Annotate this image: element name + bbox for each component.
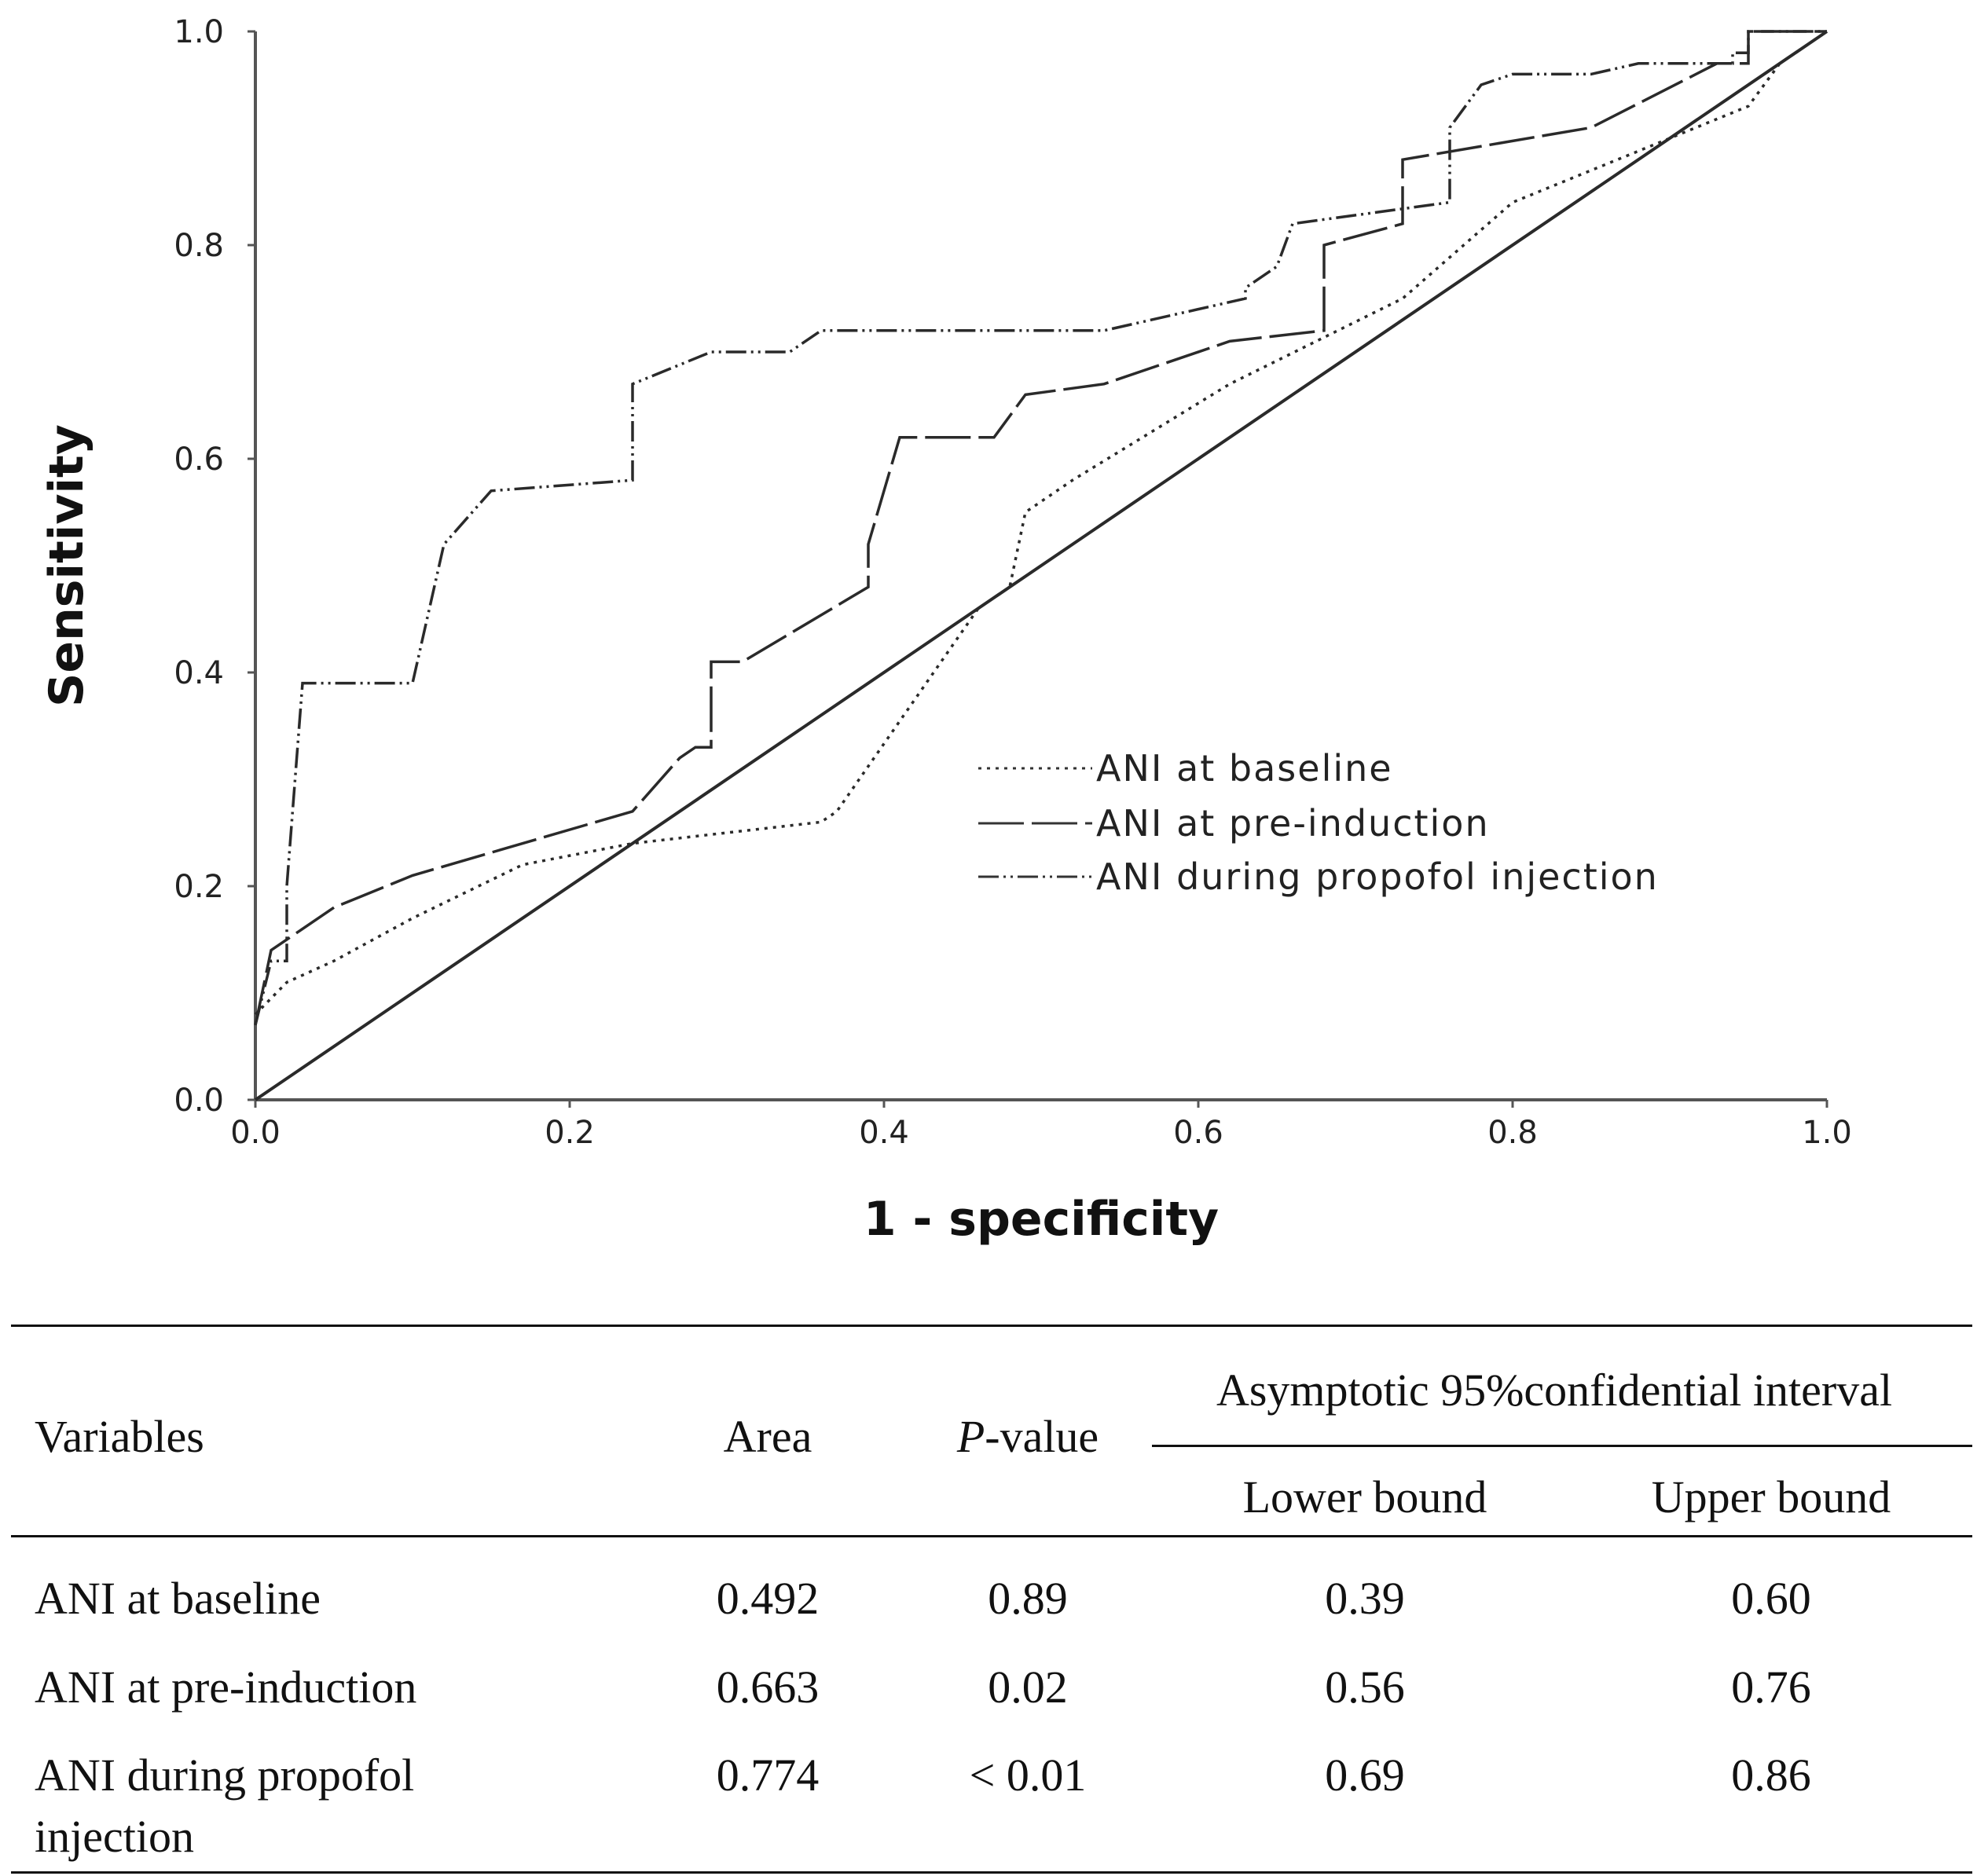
y-tick-label: 0.0 [174,1083,224,1119]
table-top-rule [11,1325,1972,1327]
header-p-letter: P [956,1411,985,1462]
legend-label-propofol: ANI during propofol injection [1096,856,1659,898]
y-tick-label: 0.4 [174,655,224,691]
roc-series-line-1 [254,30,1827,1026]
header-area: Area [723,1411,812,1462]
header-ci-group: Asymptotic 95%confidential interval [1216,1365,1893,1416]
row-variable: ANI at pre-induction [35,1662,417,1713]
roc-chart: 0.0 0.2 0.4 0.6 0.8 1.0 0.0 0.2 0.4 0.6 0.8 1.0 Sen… [39,14,1852,1247]
axis-ticks: 0.0 0.2 0.4 0.6 0.8 1.0 0.0 0.2 0.4 0.6 0.8 1.0 [174,14,1851,1151]
header-p-suffix: -value [985,1411,1099,1462]
header-bottom-rule [11,1535,1972,1537]
legend-label-baseline: ANI at baseline [1096,747,1393,790]
y-tick-label: 1.0 [174,14,224,50]
x-tick-label: 1.0 [1802,1115,1852,1151]
x-tick-label: 0.6 [1173,1115,1223,1151]
row-upper-bound: 0.86 [1731,1750,1811,1801]
y-tick-label: 0.2 [174,869,224,905]
y-tick-label: 0.6 [174,442,224,478]
row-upper-bound: 0.60 [1731,1573,1811,1624]
legend: ANI at baseline ANI at pre-induction ANI… [978,747,1659,898]
header-variables: Variables [35,1411,204,1462]
y-tick-label: 0.8 [174,228,224,264]
x-tick-label: 0.2 [545,1115,595,1151]
x-tick-label: 0.4 [859,1115,909,1151]
y-axis-title: Sensitivity [39,424,94,707]
row-lower-bound: 0.39 [1325,1573,1405,1624]
ci-group-rule [1152,1445,1972,1447]
header-p-value: P-value [957,1409,1099,1466]
row-area: 0.492 [716,1573,820,1624]
row-upper-bound: 0.76 [1731,1662,1811,1713]
table-bottom-rule [11,1871,1972,1874]
row-p-value: 0.89 [988,1573,1068,1624]
x-tick-label: 0.0 [230,1115,281,1151]
row-variable: ANI at baseline [35,1573,321,1624]
roc-plot: 0.0 0.2 0.4 0.6 0.8 1.0 0.0 0.2 0.4 0.6 0.8 1.0 Sen… [39,14,1852,1247]
row-variable-continued: injection [35,1811,194,1862]
x-axis-title: 1 - specificity [864,1192,1219,1247]
row-area: 0.774 [716,1750,820,1801]
roc-series-line-2 [254,30,1827,1026]
x-tick-label: 0.8 [1487,1115,1538,1151]
row-variable: ANI during propofol [35,1750,415,1801]
reference-diagonal-line [254,30,1828,1101]
row-area: 0.663 [716,1662,820,1713]
row-lower-bound: 0.56 [1325,1662,1405,1713]
legend-label-preinduction: ANI at pre-induction [1096,802,1490,845]
header-upper-bound: Upper bound [1651,1471,1891,1522]
header-lower-bound: Lower bound [1242,1471,1487,1522]
roc-curves [254,30,1828,1101]
row-p-value: < 0.01 [969,1750,1087,1801]
row-p-value: 0.02 [988,1662,1068,1713]
row-lower-bound: 0.69 [1325,1750,1405,1801]
